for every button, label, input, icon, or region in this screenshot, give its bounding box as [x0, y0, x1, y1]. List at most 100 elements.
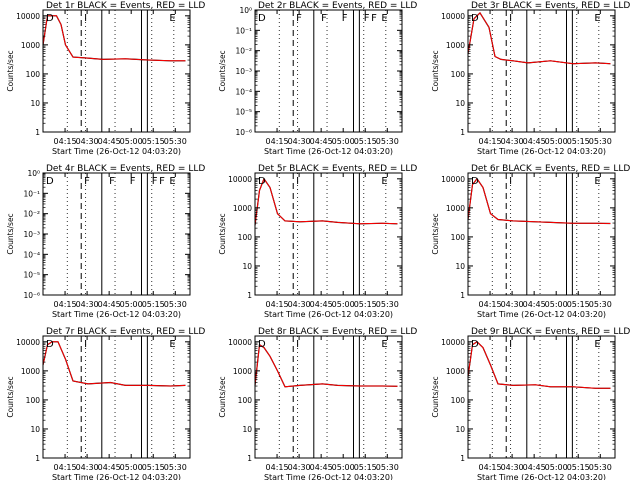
- y-tick-label: 10⁻²: [23, 210, 40, 219]
- series-line-events: [467, 341, 611, 389]
- x-tick-label: 04:15: [479, 463, 502, 472]
- series-line-events: [254, 343, 398, 388]
- x-axis-label: Start Time (26-Oct-12 04:03:20): [264, 147, 393, 156]
- x-tick-label: 05:15: [142, 300, 165, 309]
- x-tick-label: 05:00: [120, 137, 143, 146]
- y-tick-label: 1: [35, 128, 40, 137]
- y-tick-label: 10⁻⁵: [23, 271, 40, 280]
- y-tick-label: 10000: [16, 338, 40, 347]
- y-axis-label: Counts/sec: [218, 213, 227, 254]
- y-tick-label: 10000: [441, 338, 465, 347]
- plot-frame: [42, 9, 191, 133]
- plot-frame: [467, 335, 616, 459]
- segment-marker-label: D: [471, 13, 479, 24]
- y-tick-label: 1: [247, 291, 252, 300]
- y-tick-label: 10⁻⁶: [23, 291, 40, 300]
- x-tick-label: 05:15: [354, 300, 377, 309]
- x-tick-label: 04:15: [479, 300, 502, 309]
- segment-marker-label: D: [471, 176, 479, 187]
- x-tick-label: 05:15: [142, 137, 165, 146]
- segment-marker-label: F: [364, 13, 370, 24]
- y-tick-label: 100: [451, 70, 466, 79]
- x-axis-label: Start Time (26-Oct-12 04:03:20): [264, 310, 393, 319]
- x-tick-label: 04:15: [266, 300, 289, 309]
- x-tick-label: 05:00: [332, 137, 355, 146]
- x-tick-label: 05:30: [164, 137, 187, 146]
- chart-title: Det 7r BLACK = Events, RED = LLD: [46, 327, 205, 337]
- segment-marker-label: D: [471, 339, 479, 350]
- segment-marker-label: D: [46, 339, 54, 350]
- series-line-lld: [42, 341, 186, 387]
- y-tick-label: 10⁻³: [235, 67, 252, 76]
- x-tick-label: 04:45: [310, 137, 333, 146]
- x-tick-label: 04:30: [501, 463, 524, 472]
- x-axis-label: Start Time (26-Oct-12 04:03:20): [52, 147, 181, 156]
- x-axis-label: Start Time (26-Oct-12 04:03:20): [52, 473, 181, 480]
- y-tick-label: 1000: [21, 367, 40, 376]
- segment-marker-label: F: [159, 176, 165, 187]
- y-tick-label: 1000: [21, 41, 40, 50]
- chart-title: Det 4r BLACK = Events, RED = LLD: [46, 164, 205, 174]
- y-axis-label: Counts/sec: [431, 213, 440, 254]
- segment-marker-label: D: [46, 176, 54, 187]
- x-tick-label: 05:00: [545, 463, 568, 472]
- chart-title: Det 8r BLACK = Events, RED = LLD: [258, 327, 417, 337]
- series-line-lld: [254, 343, 398, 388]
- segment-marker-label: E: [381, 339, 387, 350]
- plot-frame: [42, 172, 191, 296]
- series-line-events: [467, 11, 611, 65]
- y-tick-label: 10000: [228, 338, 252, 347]
- x-axis-label: Start Time (26-Oct-12 04:03:20): [477, 147, 606, 156]
- segment-marker-label: F: [109, 176, 115, 187]
- x-tick-label: 04:45: [523, 300, 546, 309]
- chart-panel-3: Det 3r BLACK = Events, RED = LLD D I E 04:15…: [431, 1, 630, 156]
- x-tick-label: 04:45: [98, 463, 121, 472]
- x-tick-label: 05:30: [589, 137, 612, 146]
- x-tick-label: 04:30: [501, 137, 524, 146]
- x-tick-label: 04:30: [76, 137, 99, 146]
- y-tick-label: 10: [455, 425, 465, 434]
- x-tick-label: 04:45: [523, 137, 546, 146]
- segment-marker-label: E: [594, 176, 600, 187]
- segment-marker-label: E: [594, 13, 600, 24]
- segment-marker-label: I: [509, 339, 512, 350]
- segment-marker-label: E: [169, 13, 175, 24]
- segment-marker-label: E: [169, 176, 175, 187]
- series-line-events: [42, 341, 186, 387]
- x-tick-label: 04:45: [310, 300, 333, 309]
- segment-marker-label: E: [381, 13, 387, 24]
- x-tick-label: 05:00: [120, 300, 143, 309]
- y-tick-label: 1: [460, 291, 465, 300]
- series-line-events: [254, 177, 398, 226]
- x-tick-label: 05:00: [332, 300, 355, 309]
- y-tick-label: 100: [26, 396, 41, 405]
- y-tick-label: 10: [30, 99, 40, 108]
- y-tick-label: 1000: [446, 41, 465, 50]
- series-line-lld: [42, 15, 186, 62]
- segment-marker-label: F: [342, 13, 348, 24]
- y-axis-label: Counts/sec: [431, 376, 440, 417]
- x-tick-label: 04:30: [288, 463, 311, 472]
- y-tick-label: 10: [455, 262, 465, 271]
- x-tick-label: 05:30: [164, 463, 187, 472]
- segment-marker-label: I: [84, 339, 87, 350]
- segment-marker-label: I: [509, 13, 512, 24]
- y-tick-label: 1: [460, 128, 465, 137]
- y-tick-label: 1000: [446, 367, 465, 376]
- segment-marker-label: I: [84, 13, 87, 24]
- y-tick-label: 10: [30, 425, 40, 434]
- y-tick-label: 1: [35, 454, 40, 463]
- x-tick-label: 04:30: [288, 137, 311, 146]
- y-tick-label: 10⁻²: [235, 47, 252, 56]
- series-line-lld: [467, 341, 611, 389]
- chart-panel-1: Det 1r BLACK = Events, RED = LLD D I E 04:15…: [6, 1, 205, 156]
- y-tick-label: 1: [247, 454, 252, 463]
- segment-marker-label: F: [296, 13, 302, 24]
- y-tick-label: 10: [242, 425, 252, 434]
- y-tick-label: 10⁻⁶: [235, 128, 252, 137]
- chart-panel-9: Det 9r BLACK = Events, RED = LLD D I E 04:15…: [431, 327, 630, 480]
- x-tick-label: 04:30: [288, 300, 311, 309]
- segment-marker-label: F: [152, 176, 158, 187]
- segment-marker-label: F: [84, 176, 90, 187]
